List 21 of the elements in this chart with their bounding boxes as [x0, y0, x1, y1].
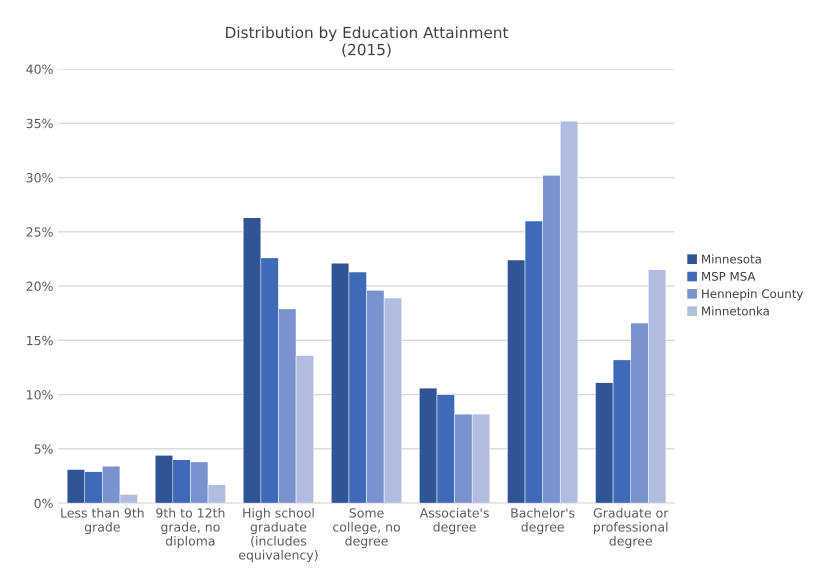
x-tick-label: Some college, no degree	[333, 508, 400, 548]
y-tick-label: 10%	[27, 390, 53, 400]
legend-label: MSP MSA	[702, 272, 756, 281]
x-tick-label: Less than 9th grade	[61, 508, 144, 534]
y-tick-label: 5%	[34, 444, 53, 454]
legend-label: Minnetonka	[702, 306, 769, 316]
legend-label: Hennepin County	[702, 289, 804, 300]
y-tick-label: 15%	[27, 336, 53, 346]
y-tick-label: 20%	[26, 282, 53, 291]
y-tick-label: 30%	[26, 173, 53, 182]
y-tick-label: 40%	[26, 64, 53, 74]
x-tick-label: Associate's degree	[420, 508, 489, 534]
x-tick-label: High school graduate (includes equivalency)	[238, 508, 318, 562]
chart-title: Distribution by Education Attainment (2015)	[226, 26, 508, 58]
y-tick-label: 35%	[26, 118, 53, 128]
x-tick-label: Graduate or professional degree	[594, 508, 668, 548]
x-tick-label: 9th to 12th grade, no diploma	[156, 508, 224, 548]
y-tick-label: 25%	[26, 227, 53, 237]
legend-label: Minnesota	[702, 254, 761, 264]
y-tick-label: 0%	[34, 498, 53, 508]
x-tick-label: Bachelor's degree	[511, 508, 574, 534]
